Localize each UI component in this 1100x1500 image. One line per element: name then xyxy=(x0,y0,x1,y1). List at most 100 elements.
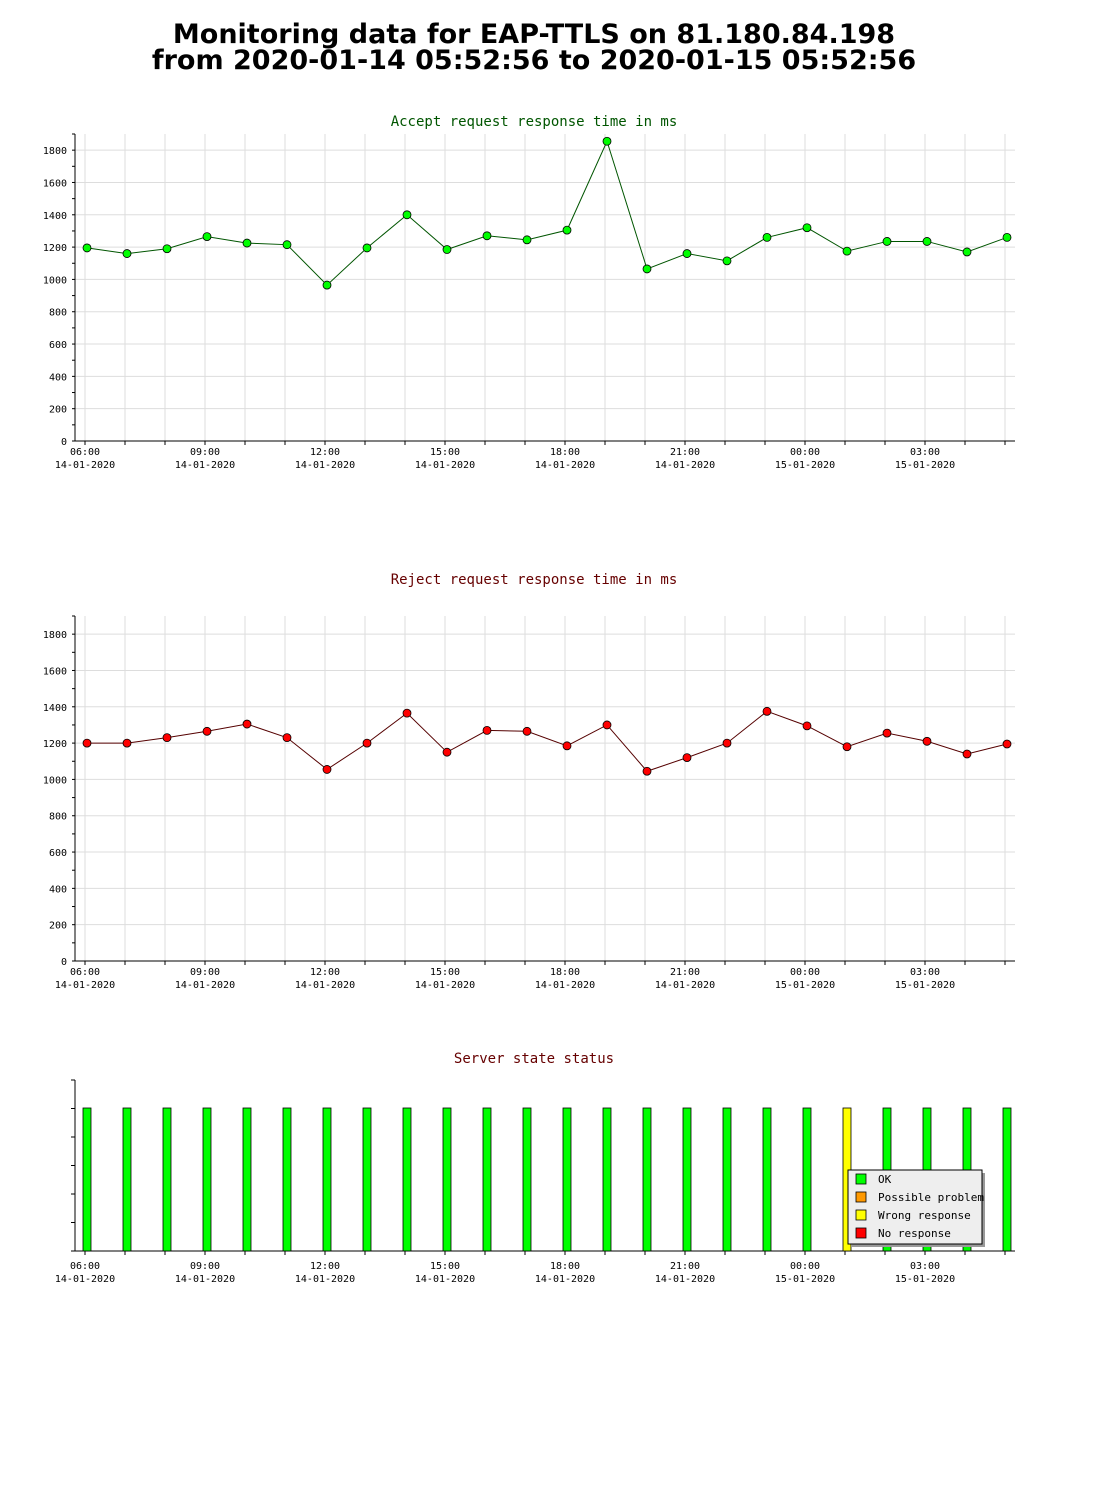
status-bar xyxy=(322,1107,332,1252)
data-point xyxy=(322,765,332,774)
status-bar xyxy=(722,1107,732,1252)
x-tick-label-date: 15-01-2020 xyxy=(895,460,955,471)
data-point xyxy=(1002,739,1012,749)
data-point xyxy=(322,280,332,290)
y-tick-label: 800 xyxy=(49,812,67,823)
data-point xyxy=(722,256,732,266)
y-tick-label: 400 xyxy=(49,372,67,383)
x-tick-label-time: 06:00 xyxy=(70,1261,100,1272)
data-point xyxy=(82,738,92,748)
x-tick-label-date: 15-01-2020 xyxy=(895,980,955,991)
legend-swatch xyxy=(855,1227,867,1239)
data-point xyxy=(802,721,812,731)
data-point xyxy=(802,223,812,233)
legend-swatch xyxy=(855,1209,867,1221)
x-tick-label-date: 14-01-2020 xyxy=(55,1274,115,1285)
x-tick-label-date: 14-01-2020 xyxy=(175,1274,235,1285)
x-tick-label-date: 14-01-2020 xyxy=(55,980,115,991)
y-tick-label: 1200 xyxy=(43,243,67,254)
data-point xyxy=(282,240,292,250)
status-bar xyxy=(122,1107,132,1252)
data-point xyxy=(242,238,252,248)
x-tick-label-date: 14-01-2020 xyxy=(175,460,235,471)
status-chart-title: Server state status xyxy=(454,1051,614,1067)
legend-box xyxy=(847,1169,983,1245)
x-tick-label-date: 14-01-2020 xyxy=(55,460,115,471)
y-tick-label: 600 xyxy=(49,848,67,859)
data-point xyxy=(762,706,772,716)
y-tick-label: 1400 xyxy=(43,703,67,714)
status-bar xyxy=(642,1107,652,1252)
data-point xyxy=(722,738,732,748)
server-status-chart: Server state status 06:00 14-01-2020 09:00… xyxy=(55,1051,1015,1285)
data-point xyxy=(482,725,492,735)
y-tick-label: 600 xyxy=(49,340,67,351)
x-tick-label-time: 21:00 xyxy=(670,967,700,978)
x-tick-label-date: 14-01-2020 xyxy=(415,980,475,991)
x-tick-label-date: 15-01-2020 xyxy=(895,1274,955,1285)
x-tick-label-time: 12:00 xyxy=(310,967,340,978)
data-point xyxy=(962,749,972,759)
x-tick-label-date: 15-01-2020 xyxy=(775,460,835,471)
data-point xyxy=(402,708,412,718)
x-tick-label-date: 14-01-2020 xyxy=(535,1274,595,1285)
x-tick-label-time: 21:00 xyxy=(670,447,700,458)
x-tick-label-date: 15-01-2020 xyxy=(775,980,835,991)
data-point xyxy=(82,243,92,253)
x-tick-label-time: 09:00 xyxy=(190,967,220,978)
data-point xyxy=(682,249,692,258)
data-point xyxy=(242,719,252,729)
data-point xyxy=(162,244,172,254)
data-point xyxy=(562,225,572,235)
status-bar xyxy=(242,1107,252,1252)
status-bar xyxy=(802,1107,812,1252)
data-point xyxy=(602,720,612,730)
y-tick-label: 1000 xyxy=(43,275,67,286)
legend-label: Wrong response xyxy=(878,1209,971,1222)
page-title-line-1: Monitoring data for EAP-TTLS on 81.180.8… xyxy=(172,19,896,50)
data-point xyxy=(202,232,212,242)
data-point xyxy=(282,733,292,743)
x-tick-label-time: 00:00 xyxy=(790,1261,820,1272)
x-tick-label-time: 18:00 xyxy=(550,967,580,978)
y-tick-label: 200 xyxy=(49,921,67,932)
accept-response-chart: Accept request response time in ms 06:00… xyxy=(43,114,1015,471)
data-point xyxy=(122,738,132,748)
x-tick-label-time: 03:00 xyxy=(910,447,940,458)
y-tick-label: 1600 xyxy=(43,178,67,189)
x-tick-label-date: 15-01-2020 xyxy=(775,1274,835,1285)
status-bar xyxy=(522,1107,532,1252)
x-tick-label-time: 12:00 xyxy=(310,447,340,458)
status-bar xyxy=(1002,1107,1012,1252)
legend-label: Possible problem xyxy=(878,1191,984,1204)
y-tick-label: 0 xyxy=(61,437,67,448)
data-point xyxy=(482,231,492,241)
x-tick-label-time: 18:00 xyxy=(550,447,580,458)
data-point xyxy=(402,210,412,220)
x-tick-label-time: 12:00 xyxy=(310,1261,340,1272)
reject-response-chart: Reject request response time in ms 06:00… xyxy=(43,572,1015,991)
x-tick-label-date: 14-01-2020 xyxy=(415,1274,475,1285)
data-point xyxy=(522,726,532,736)
status-bar xyxy=(162,1107,172,1252)
x-tick-label-time: 00:00 xyxy=(790,967,820,978)
data-point xyxy=(642,264,652,274)
x-tick-label-date: 14-01-2020 xyxy=(535,460,595,471)
data-point xyxy=(682,753,692,763)
page-title-line-2: from 2020-01-14 05:52:56 to 2020-01-15 0… xyxy=(151,45,917,76)
data-point xyxy=(882,237,892,246)
status-bar xyxy=(562,1107,572,1252)
y-tick-label: 0 xyxy=(61,957,67,968)
x-tick-label-date: 14-01-2020 xyxy=(535,980,595,991)
x-tick-label-time: 15:00 xyxy=(430,967,460,978)
x-tick-label-date: 14-01-2020 xyxy=(295,980,355,991)
x-tick-label-time: 15:00 xyxy=(430,447,460,458)
x-tick-label-date: 14-01-2020 xyxy=(655,1274,715,1285)
data-point xyxy=(882,728,892,738)
y-tick-label: 800 xyxy=(49,308,67,319)
y-tick-label: 1200 xyxy=(43,739,67,750)
x-tick-label-time: 21:00 xyxy=(670,1261,700,1272)
x-tick-label-date: 14-01-2020 xyxy=(415,460,475,471)
x-tick-label-time: 06:00 xyxy=(70,447,100,458)
